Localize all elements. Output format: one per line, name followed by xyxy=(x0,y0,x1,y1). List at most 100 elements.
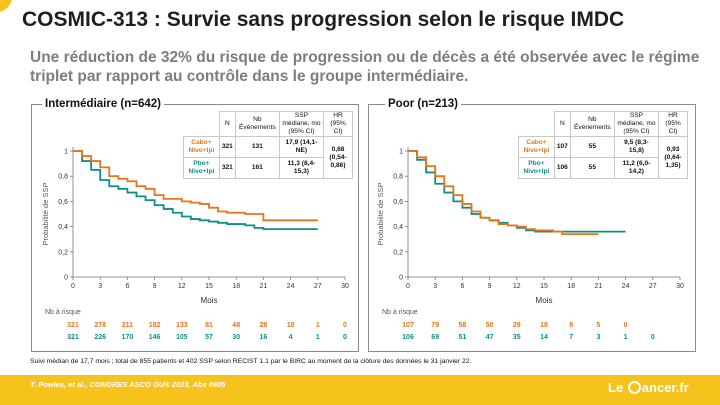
at-risk-pbo: 16 xyxy=(260,334,268,341)
header-hr: HR (95% CI) xyxy=(658,111,688,137)
at-risk-pbo: 105 xyxy=(176,334,188,341)
at-risk-title-intermediaire: Nb à risque xyxy=(45,309,81,316)
at-risk-pbo: 69 xyxy=(431,334,439,341)
y-tick-label: 0 xyxy=(399,275,403,282)
at-risk-title-poor: Nb à risque xyxy=(382,309,418,316)
logo-text-left: Le xyxy=(608,380,624,395)
panel-title-poor: Poor (n=213) xyxy=(385,98,461,110)
y-tick-label: 0,6 xyxy=(58,199,68,206)
at-risk-cabo: 133 xyxy=(176,322,188,329)
x-tick-label: 6 xyxy=(125,283,129,290)
at-risk-pbo: 30 xyxy=(232,334,240,341)
x-tick-label: 12 xyxy=(178,283,186,290)
x-tick-label: 18 xyxy=(232,283,240,290)
at-risk-pbo: 1 xyxy=(624,334,628,341)
x-axis-label: Mois xyxy=(536,296,553,305)
y-axis-label: Probabilité de SSP xyxy=(41,183,50,246)
cell-hr: 0,93 (0,64-1,35) xyxy=(658,136,688,179)
y-tick-label: 0,2 xyxy=(393,249,403,256)
panel-title-intermediaire: Intermédiaire (n=642) xyxy=(42,98,165,110)
y-tick-label: 0 xyxy=(64,275,68,282)
x-tick-label: 9 xyxy=(153,283,157,290)
at-risk-cabo: 278 xyxy=(94,322,106,329)
x-tick-label: 21 xyxy=(595,283,603,290)
at-risk-pbo: 0 xyxy=(343,334,347,341)
at-risk-pbo: 1 xyxy=(316,334,320,341)
at-risk-cabo: 29 xyxy=(513,322,521,329)
slide-title: COSMIC-313 : Survie sans progression sel… xyxy=(22,8,625,31)
header-events: Nb Événements xyxy=(234,111,280,137)
y-tick-label: 0,2 xyxy=(58,249,68,256)
at-risk-cabo: 5 xyxy=(596,322,600,329)
x-tick-label: 12 xyxy=(513,283,521,290)
at-risk-cabo: 18 xyxy=(540,322,548,329)
at-risk-cabo: 0 xyxy=(343,322,347,329)
at-risk-cabo: 58 xyxy=(459,322,467,329)
at-risk-pbo: 226 xyxy=(94,334,106,341)
at-risk-pbo: 14 xyxy=(540,334,548,341)
at-risk-pbo: 57 xyxy=(205,334,213,341)
footer-bar xyxy=(0,375,720,405)
x-tick-label: 27 xyxy=(649,283,657,290)
km-curve-cabo xyxy=(73,150,318,222)
y-tick-label: 1 xyxy=(399,149,403,156)
x-tick-label: 21 xyxy=(260,283,268,290)
km-curve-pbo xyxy=(73,150,318,231)
cell-ssp-pbo: 11,3 (8,4-15,3) xyxy=(278,157,325,179)
at-risk-cabo: 182 xyxy=(149,322,161,329)
panel-poor xyxy=(368,104,696,352)
logo-text-right: ancer.fr xyxy=(641,380,689,395)
x-tick-label: 15 xyxy=(540,283,548,290)
at-risk-cabo: 0 xyxy=(624,322,628,329)
cell-ssp-pbo: 11,2 (6,0-14,2) xyxy=(613,157,660,179)
summary-table-intermediaire: N Nb Événements SSP médiane, mo (95% CI)… xyxy=(183,111,353,179)
at-risk-cabo: 28 xyxy=(260,322,268,329)
x-tick-label: 30 xyxy=(341,283,349,290)
y-tick-label: 0,8 xyxy=(393,174,403,181)
x-tick-label: 0 xyxy=(406,283,410,290)
at-risk-pbo: 106 xyxy=(402,334,414,341)
x-tick-label: 30 xyxy=(676,283,684,290)
at-risk-pbo: 3 xyxy=(596,334,600,341)
at-risk-cabo: 48 xyxy=(232,322,240,329)
at-risk-cabo: 107 xyxy=(402,322,414,329)
at-risk-pbo: 47 xyxy=(486,334,494,341)
at-risk-pbo: 146 xyxy=(149,334,161,341)
at-risk-cabo: 8 xyxy=(569,322,573,329)
x-tick-label: 0 xyxy=(71,283,75,290)
at-risk-pbo: 0 xyxy=(651,334,655,341)
lecancer-logo: Le ancer.fr xyxy=(608,380,689,395)
header-ssp: SSP médiane, mo (95% CI) xyxy=(613,111,660,137)
at-risk-pbo: 321 xyxy=(67,334,79,341)
x-tick-label: 18 xyxy=(567,283,575,290)
y-tick-label: 0,4 xyxy=(393,224,403,231)
cell-n-pbo: 321 xyxy=(218,157,236,179)
at-risk-pbo: 170 xyxy=(122,334,134,341)
x-tick-label: 9 xyxy=(488,283,492,290)
cell-n-pbo: 106 xyxy=(553,157,571,179)
x-tick-label: 24 xyxy=(622,283,630,290)
summary-table-poor: N Nb Événements SSP médiane, mo (95% CI)… xyxy=(518,111,688,179)
x-axis-label: Mois xyxy=(201,296,218,305)
cell-hr: 0,68 (0,54-0,86) xyxy=(323,136,353,179)
cell-n-cabo: 321 xyxy=(218,136,236,158)
citation: T. Powles, et al., CONGRES ASCO GU® 2023… xyxy=(30,380,226,389)
x-tick-label: 27 xyxy=(314,283,322,290)
header-ssp: SSP médiane, mo (95% CI) xyxy=(278,111,325,137)
at-risk-cabo: 1 xyxy=(316,322,320,329)
at-risk-pbo: 51 xyxy=(459,334,467,341)
at-risk-cabo: 50 xyxy=(486,322,494,329)
x-tick-label: 3 xyxy=(433,283,437,290)
y-tick-label: 0,8 xyxy=(58,174,68,181)
x-tick-label: 15 xyxy=(205,283,213,290)
at-risk-cabo: 81 xyxy=(205,322,213,329)
km-curve-cabo xyxy=(408,150,599,236)
x-tick-label: 6 xyxy=(460,283,464,290)
panel-intermediaire xyxy=(31,104,359,352)
km-curve-pbo xyxy=(408,150,626,233)
y-axis-label: Probabilité de SSP xyxy=(376,183,385,246)
slide-subtitle: Une réduction de 32% du risque de progre… xyxy=(30,49,700,85)
logo-c-mark xyxy=(627,381,641,394)
